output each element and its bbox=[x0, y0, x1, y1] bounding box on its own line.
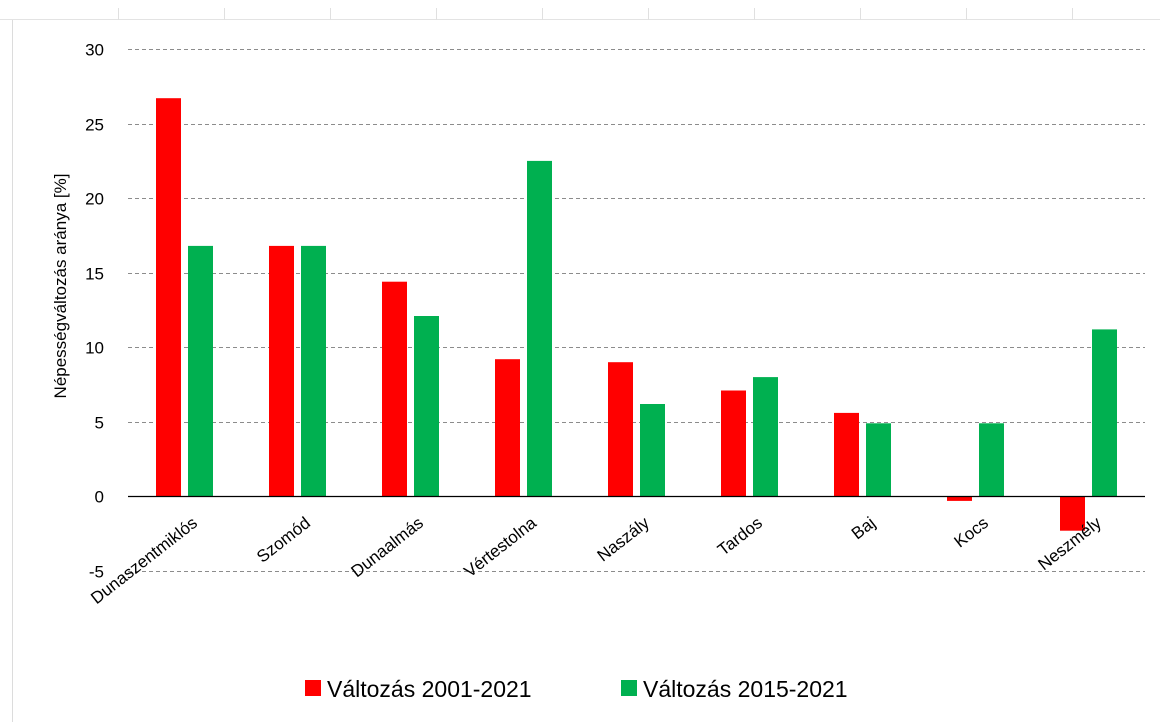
y-tick-label: 5 bbox=[95, 414, 104, 433]
y-tick-label: 25 bbox=[85, 116, 104, 135]
y-tick-label: 15 bbox=[85, 265, 104, 284]
bar-2001-2021-5 bbox=[721, 390, 746, 497]
bar-2015-2021-1 bbox=[301, 245, 326, 497]
bar-2001-2021-2 bbox=[382, 281, 407, 497]
bar-2001-2021-1 bbox=[269, 245, 294, 497]
bar-2015-2021-2 bbox=[414, 316, 439, 497]
bar-2015-2021-6 bbox=[866, 423, 891, 497]
x-category-label: Vértestolna bbox=[460, 513, 540, 581]
legend-swatch bbox=[621, 680, 637, 696]
bar-2015-2021-7 bbox=[979, 423, 1004, 497]
bar-2015-2021-4 bbox=[640, 404, 665, 497]
bar-2001-2021-4 bbox=[608, 362, 633, 497]
x-category-label: Baj bbox=[848, 513, 879, 543]
bar-2015-2021-8 bbox=[1092, 329, 1117, 497]
x-category-label: Tardos bbox=[714, 513, 766, 559]
y-tick-label: -5 bbox=[89, 563, 104, 582]
bar-2015-2021-5 bbox=[753, 377, 778, 497]
y-tick-label: 0 bbox=[95, 488, 104, 507]
x-category-label: Dunaalmás bbox=[347, 513, 426, 581]
bar-2001-2021-7 bbox=[947, 496, 972, 501]
y-tick-label: 30 bbox=[85, 41, 104, 60]
legend: Változás 2001-2021 Változás 2015-2021 bbox=[305, 676, 848, 702]
x-category-label: Naszály bbox=[594, 513, 654, 566]
bar-2001-2021-3 bbox=[495, 359, 520, 497]
legend-label: Változás 2001-2021 bbox=[327, 676, 532, 702]
bar-2001-2021-0 bbox=[156, 98, 181, 497]
bar-2015-2021-3 bbox=[527, 160, 552, 497]
x-category-label: Szomód bbox=[253, 513, 314, 566]
y-axis-title: Népességváltozás aránya [%] bbox=[51, 174, 70, 399]
bar-2001-2021-8 bbox=[1060, 496, 1085, 531]
gridlines bbox=[128, 49, 1145, 572]
bars bbox=[156, 98, 1117, 531]
legend-swatch bbox=[305, 680, 321, 696]
x-category-label: Dunaszentmiklós bbox=[87, 513, 201, 608]
legend-label: Változás 2015-2021 bbox=[643, 676, 848, 702]
spreadsheet-row-gridlines bbox=[12, 20, 13, 722]
x-category-label: Kocs bbox=[950, 513, 991, 551]
y-tick-label: 20 bbox=[85, 190, 104, 209]
spreadsheet-column-gridlines bbox=[0, 8, 1160, 20]
bar-2015-2021-0 bbox=[188, 245, 213, 497]
x-axis-categories: Dunaszentmiklós Szomód Dunaalmás Vértestoln… bbox=[87, 513, 1105, 608]
y-axis-ticks: -5 0 5 10 15 20 25 30 bbox=[85, 41, 104, 582]
y-tick-label: 10 bbox=[85, 339, 104, 358]
bar-2001-2021-6 bbox=[834, 412, 859, 497]
